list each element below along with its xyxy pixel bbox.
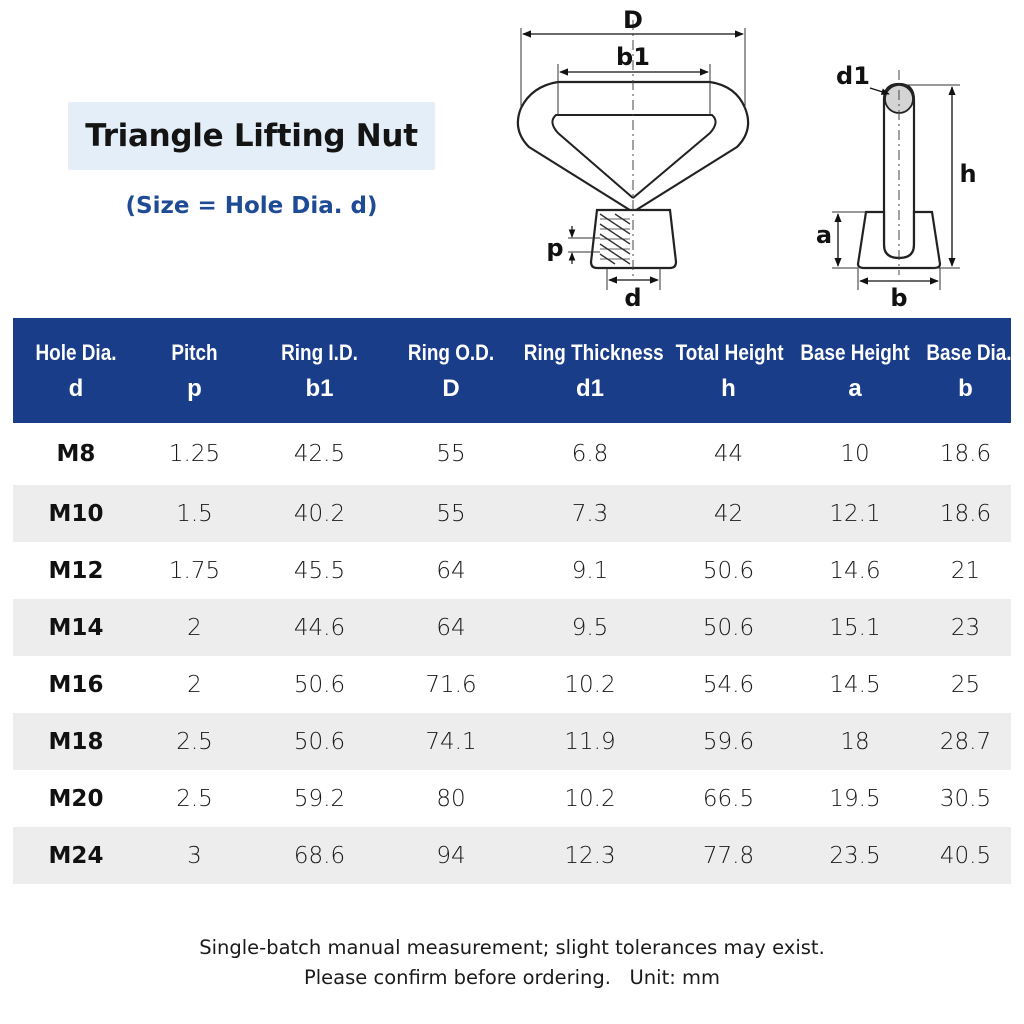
cell-ring-od: 80 bbox=[389, 770, 513, 827]
cell-ring-thickness: 10.2 bbox=[513, 770, 667, 827]
cell-pitch: 1.75 bbox=[139, 542, 250, 599]
cell-base-height: 12.1 bbox=[790, 485, 920, 542]
header-pitch: Pitch p bbox=[139, 318, 250, 423]
header-base-dia: Base Dia. b bbox=[920, 318, 1012, 423]
table-row: M14 2 44.6 64 9.5 50.6 15.1 23 bbox=[13, 599, 1011, 656]
cell-ring-thickness: 9.5 bbox=[513, 599, 667, 656]
cell-pitch: 2 bbox=[139, 656, 250, 713]
footnote: Single-batch manual measurement; slight … bbox=[0, 933, 1024, 993]
cell-pitch: 2 bbox=[139, 599, 250, 656]
cell-ring-id: 42.5 bbox=[250, 423, 389, 485]
cell-base-height: 14.6 bbox=[790, 542, 920, 599]
cell-base-dia: 18.6 bbox=[920, 423, 1011, 485]
header-ring-od: Ring O.D. D bbox=[389, 318, 513, 423]
cell-ring-id: 59.2 bbox=[250, 770, 389, 827]
cell-pitch: 3 bbox=[139, 827, 250, 884]
header-base-height: Base Height a bbox=[790, 318, 920, 423]
cell-ring-thickness: 6.8 bbox=[513, 423, 667, 485]
footnote-line-1: Single-batch manual measurement; slight … bbox=[199, 936, 825, 959]
cell-size: M18 bbox=[13, 713, 139, 770]
dim-label-b1: b1 bbox=[616, 43, 650, 71]
cell-size: M24 bbox=[13, 827, 139, 884]
cell-size: M14 bbox=[13, 599, 139, 656]
cell-base-height: 19.5 bbox=[790, 770, 920, 827]
front-view-diagram: D b1 p d bbox=[516, 6, 750, 312]
cell-total-height: 50.6 bbox=[667, 599, 790, 656]
cell-ring-od: 64 bbox=[389, 599, 513, 656]
page-subtitle: (Size = Hole Dia. d) bbox=[125, 193, 378, 219]
cell-base-height: 14.5 bbox=[790, 656, 920, 713]
cell-pitch: 1.25 bbox=[139, 423, 250, 485]
dim-label-D: D bbox=[623, 6, 643, 34]
table-header-row: Hole Dia. d Pitch p Ring I.D. b1 Ring O.D. D… bbox=[13, 318, 1012, 423]
cell-ring-od: 94 bbox=[389, 827, 513, 884]
cell-size: M12 bbox=[13, 542, 139, 599]
cell-size: M8 bbox=[13, 423, 139, 485]
cell-ring-id: 50.6 bbox=[250, 713, 389, 770]
header-ring-id: Ring I.D. b1 bbox=[250, 318, 389, 423]
footnote-line-2: Please confirm before ordering. Unit: mm bbox=[304, 966, 720, 989]
header-hole-dia: Hole Dia. d bbox=[13, 318, 139, 423]
cell-total-height: 42 bbox=[667, 485, 790, 542]
cell-pitch: 2.5 bbox=[139, 770, 250, 827]
table-body: M8 1.25 42.5 55 6.8 44 10 18.6 M10 1.5 40.2 55 7.3 42… bbox=[13, 423, 1011, 884]
table-row: M12 1.75 45.5 64 9.1 50.6 14.6 21 bbox=[13, 542, 1011, 599]
cell-base-height: 10 bbox=[790, 423, 920, 485]
cell-base-dia: 21 bbox=[920, 542, 1011, 599]
cell-ring-id: 68.6 bbox=[250, 827, 389, 884]
cell-ring-thickness: 11.9 bbox=[513, 713, 667, 770]
cell-ring-id: 50.6 bbox=[250, 656, 389, 713]
table-row: M20 2.5 59.2 80 10.2 66.5 19.5 30.5 bbox=[13, 770, 1011, 827]
cell-ring-od: 55 bbox=[389, 423, 513, 485]
cell-total-height: 54.6 bbox=[667, 656, 790, 713]
table-row: M18 2.5 50.6 74.1 11.9 59.6 18 28.7 bbox=[13, 713, 1011, 770]
cell-base-height: 23.5 bbox=[790, 827, 920, 884]
cell-ring-od: 55 bbox=[389, 485, 513, 542]
cell-base-height: 18 bbox=[790, 713, 920, 770]
dim-label-d: d bbox=[624, 284, 641, 312]
cell-base-dia: 18.6 bbox=[920, 485, 1011, 542]
cell-ring-od: 71.6 bbox=[389, 656, 513, 713]
cell-ring-thickness: 9.1 bbox=[513, 542, 667, 599]
title-box: Triangle Lifting Nut bbox=[68, 102, 435, 170]
cell-base-height: 15.1 bbox=[790, 599, 920, 656]
cell-total-height: 50.6 bbox=[667, 542, 790, 599]
cell-ring-thickness: 7.3 bbox=[513, 485, 667, 542]
table-row: M24 3 68.6 94 12.3 77.8 23.5 40.5 bbox=[13, 827, 1011, 884]
cell-ring-id: 44.6 bbox=[250, 599, 389, 656]
cell-base-dia: 40.5 bbox=[920, 827, 1011, 884]
header-total-height: Total Height h bbox=[667, 318, 790, 423]
dim-label-p: p bbox=[546, 234, 563, 262]
cell-ring-id: 40.2 bbox=[250, 485, 389, 542]
cell-total-height: 77.8 bbox=[667, 827, 790, 884]
header-ring-thickness: Ring Thickness d1 bbox=[513, 318, 667, 423]
cell-ring-thickness: 12.3 bbox=[513, 827, 667, 884]
cell-base-dia: 28.7 bbox=[920, 713, 1011, 770]
cell-base-dia: 25 bbox=[920, 656, 1011, 713]
cell-size: M16 bbox=[13, 656, 139, 713]
table-row: M8 1.25 42.5 55 6.8 44 10 18.6 bbox=[13, 423, 1011, 485]
cell-ring-od: 74.1 bbox=[389, 713, 513, 770]
cell-base-dia: 23 bbox=[920, 599, 1011, 656]
table-row: M16 2 50.6 71.6 10.2 54.6 14.5 25 bbox=[13, 656, 1011, 713]
cell-size: M10 bbox=[13, 485, 139, 542]
table-row: M10 1.5 40.2 55 7.3 42 12.1 18.6 bbox=[13, 485, 1011, 542]
cell-ring-thickness: 10.2 bbox=[513, 656, 667, 713]
cell-base-dia: 30.5 bbox=[920, 770, 1011, 827]
cell-total-height: 66.5 bbox=[667, 770, 790, 827]
cell-total-height: 44 bbox=[667, 423, 790, 485]
cell-pitch: 2.5 bbox=[139, 713, 250, 770]
cell-ring-id: 45.5 bbox=[250, 542, 389, 599]
page-title: Triangle Lifting Nut bbox=[85, 118, 418, 154]
cell-size: M20 bbox=[13, 770, 139, 827]
nut-base bbox=[589, 208, 678, 270]
cell-ring-od: 64 bbox=[389, 542, 513, 599]
spec-table: Hole Dia. d Pitch p Ring I.D. b1 Ring O.D. D… bbox=[13, 318, 1012, 884]
cell-total-height: 59.6 bbox=[667, 713, 790, 770]
cell-pitch: 1.5 bbox=[139, 485, 250, 542]
